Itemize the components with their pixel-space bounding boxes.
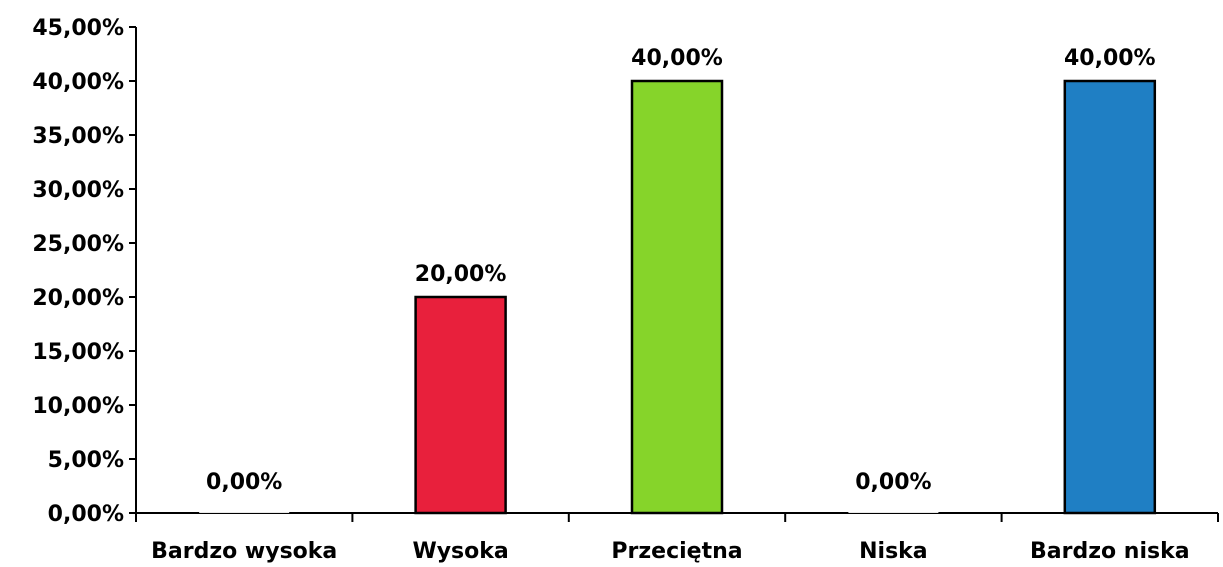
y-tick-label: 5,00%	[48, 448, 124, 473]
y-tick-label: 15,00%	[32, 340, 124, 365]
bars	[199, 79, 1157, 515]
data-label: 0,00%	[855, 470, 931, 495]
x-axis: Bardzo wysoka Wysoka Przeciętna Niska Bardzo…	[135, 512, 1219, 564]
y-tick-label: 20,00%	[32, 286, 124, 311]
bar-4	[1063, 79, 1157, 515]
bar-3	[848, 512, 939, 513]
y-axis: 0,00% 5,00% 10,00% 15,00% 20,00% 25,00% 30,00%…	[32, 16, 137, 527]
data-label: 40,00%	[1064, 46, 1156, 71]
y-tick-label: 0,00%	[48, 502, 124, 527]
data-label: 20,00%	[415, 262, 507, 287]
category-label: Bardzo wysoka	[151, 539, 337, 564]
y-tick-label: 35,00%	[32, 124, 124, 149]
data-label: 40,00%	[631, 46, 723, 71]
y-tick-label: 10,00%	[32, 394, 124, 419]
y-tick-label: 25,00%	[32, 232, 124, 257]
category-label: Przeciętna	[611, 539, 742, 564]
data-label: 0,00%	[206, 470, 282, 495]
y-tick-label: 40,00%	[32, 70, 124, 95]
data-labels: 0,00% 20,00% 40,00% 0,00% 40,00%	[206, 46, 1156, 495]
bar-1	[414, 295, 507, 515]
category-label: Wysoka	[412, 539, 508, 564]
category-label: Bardzo niska	[1030, 539, 1190, 564]
y-tick-label: 30,00%	[32, 178, 124, 203]
category-label: Niska	[859, 539, 928, 564]
y-tick-label: 45,00%	[32, 16, 124, 41]
bar-2	[630, 79, 724, 515]
bar-0	[199, 512, 290, 513]
